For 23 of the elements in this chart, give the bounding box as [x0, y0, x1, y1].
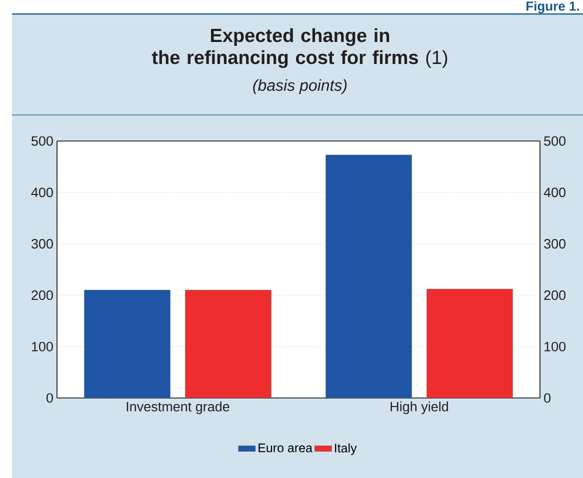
bar: [326, 154, 412, 398]
chart-subtitle: (basis points): [253, 79, 347, 94]
legend-label: Italy: [335, 443, 357, 455]
y-tick-label: 100: [32, 342, 53, 352]
y-tick-label: 400: [31, 188, 53, 198]
y-tick-label: 300: [31, 239, 53, 249]
chart-title: Expected change in the refinancing cost for firms (1): [152, 28, 448, 68]
y2-tick-label: 300: [544, 239, 566, 249]
y-tick-label: 0: [46, 393, 53, 403]
legend-label: Euro area: [258, 444, 312, 452]
bar: [426, 288, 513, 398]
y2-tick-label: 0: [544, 393, 551, 403]
bar: [185, 290, 272, 398]
y2-tick-label: 400: [544, 188, 566, 198]
y2-tick-label: 200: [544, 290, 566, 300]
x-tick-label: Investment grade: [126, 402, 230, 414]
bar: [84, 290, 170, 398]
y2-tick-label: 100: [544, 342, 566, 352]
y-tick-label: 500: [31, 136, 53, 146]
y2-tick-label: 500: [544, 136, 566, 146]
x-tick-label: High yield: [390, 402, 448, 414]
y-tick-label: 200: [32, 290, 53, 300]
caption: Figure 1.: [526, 1, 579, 14]
